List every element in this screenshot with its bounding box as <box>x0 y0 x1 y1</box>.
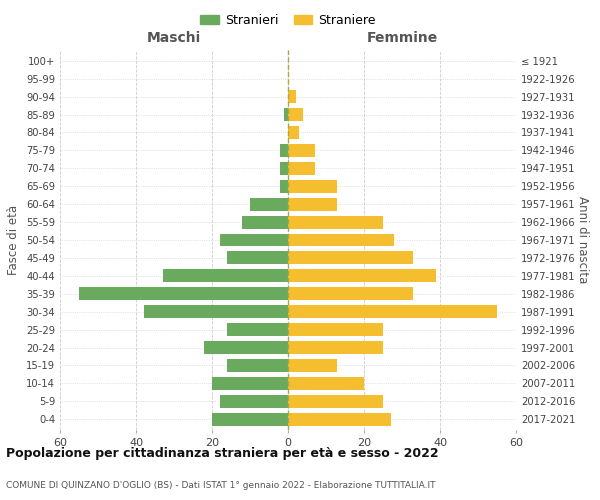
Bar <box>288 305 497 318</box>
Bar <box>212 413 288 426</box>
Bar <box>288 126 299 139</box>
Bar <box>288 323 383 336</box>
Bar <box>212 377 288 390</box>
Bar <box>284 108 288 121</box>
Bar <box>227 323 288 336</box>
Bar <box>280 180 288 192</box>
Bar <box>280 162 288 175</box>
Bar <box>220 395 288 408</box>
Bar <box>288 359 337 372</box>
Bar <box>288 90 296 103</box>
Bar <box>280 144 288 157</box>
Bar <box>288 198 337 210</box>
Bar <box>288 377 364 390</box>
Text: Popolazione per cittadinanza straniera per età e sesso - 2022: Popolazione per cittadinanza straniera p… <box>6 448 439 460</box>
Bar <box>205 341 288 354</box>
Bar <box>288 234 394 246</box>
Bar <box>288 216 383 228</box>
Bar <box>242 216 288 228</box>
Bar <box>220 234 288 246</box>
Bar <box>288 144 314 157</box>
Bar <box>227 359 288 372</box>
Bar <box>143 305 288 318</box>
Bar <box>288 252 413 264</box>
Text: Femmine: Femmine <box>367 30 437 44</box>
Text: Maschi: Maschi <box>147 30 201 44</box>
Bar <box>288 162 314 175</box>
Bar <box>288 413 391 426</box>
Y-axis label: Anni di nascita: Anni di nascita <box>577 196 589 284</box>
Bar <box>288 341 383 354</box>
Text: COMUNE DI QUINZANO D'OGLIO (BS) - Dati ISTAT 1° gennaio 2022 - Elaborazione TUTT: COMUNE DI QUINZANO D'OGLIO (BS) - Dati I… <box>6 480 436 490</box>
Bar <box>288 270 436 282</box>
Legend: Stranieri, Straniere: Stranieri, Straniere <box>195 8 381 32</box>
Bar <box>227 252 288 264</box>
Y-axis label: Fasce di età: Fasce di età <box>7 205 20 275</box>
Bar <box>163 270 288 282</box>
Bar <box>288 395 383 408</box>
Bar <box>250 198 288 210</box>
Bar <box>288 288 413 300</box>
Bar <box>79 288 288 300</box>
Bar <box>288 108 303 121</box>
Bar <box>288 180 337 192</box>
